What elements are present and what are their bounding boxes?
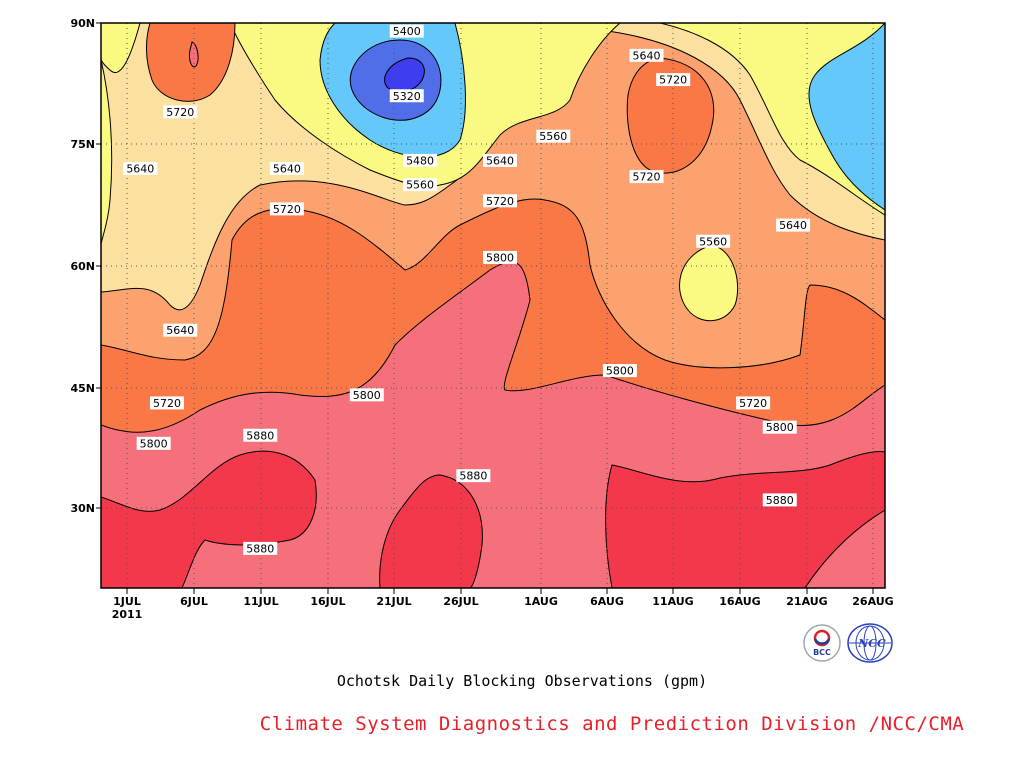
- x-tick-label: 6AUG: [590, 595, 624, 608]
- contour-label-bg: [389, 89, 424, 103]
- contour-label-bg: [149, 396, 184, 410]
- contour-label-bg: [243, 541, 278, 555]
- contour-label-bg: [123, 162, 158, 175]
- band-5480-5560: [101, 59, 113, 246]
- bcc-logo-text: BCC: [813, 648, 831, 657]
- contour-label-bg: [483, 194, 517, 208]
- x-tick-label: 16AUG: [719, 595, 760, 608]
- contour-label-bg: [483, 153, 517, 167]
- x-tick-label: 26AUG: [852, 595, 893, 608]
- x-tick-label: 11AUG: [652, 595, 693, 608]
- contour-label: 5800: [486, 251, 514, 264]
- x-tick-label: 6JUL: [180, 595, 208, 608]
- contour-label-bg: [269, 202, 304, 216]
- contour-label-bg: [762, 420, 797, 434]
- contour-label: 5880: [246, 542, 274, 555]
- band-gt5880-e: [605, 451, 885, 588]
- contour-label-bg: [403, 153, 438, 167]
- x-tick-label: 26JUL: [443, 595, 478, 608]
- contour-label: 5480: [406, 154, 434, 167]
- contour-label: 5720: [273, 203, 301, 216]
- contour-label-bg: [349, 388, 384, 402]
- contour-label: 5880: [766, 494, 794, 507]
- x-tick-label: 11JUL: [243, 595, 278, 608]
- ncc-logo-icon: NCC: [847, 623, 893, 663]
- contour-label-bg: [536, 129, 571, 143]
- contour-label-bg: [456, 469, 491, 483]
- credit-line: Climate System Diagnostics and Predictio…: [259, 713, 965, 735]
- band-gt5720-core: [189, 41, 199, 68]
- contour-label-bg: [269, 162, 304, 175]
- contour-chart: 90N 75N 60N 45N 30N 1JUL 2011 6JUL 11JUL…: [70, 17, 894, 621]
- contour-label-bg: [163, 105, 198, 119]
- y-tick-label: 60N: [70, 260, 95, 273]
- x-tick-label: 1AUG: [524, 595, 558, 608]
- y-tick-label: 45N: [70, 382, 95, 395]
- contour-label: 5880: [459, 470, 487, 483]
- chart-title: Ochotsk Daily Blocking Observations (gpm…: [336, 672, 708, 690]
- contour-label-bg: [403, 178, 438, 192]
- contour-fill: [101, 23, 885, 588]
- contour-label-bg: [696, 234, 731, 248]
- ncc-logo-text: NCC: [857, 637, 886, 650]
- x-axis: 1JUL 2011 6JUL 11JUL 16JUL 21JUL 26JUL 1…: [112, 588, 894, 621]
- contour-label-bg: [629, 48, 664, 62]
- x-tick-label: 21AUG: [786, 595, 827, 608]
- x-tick-year: 2011: [112, 608, 143, 621]
- plot-frame: [100, 22, 886, 589]
- contour-label: 5640: [486, 154, 514, 167]
- contour-label: 5800: [606, 365, 634, 378]
- band-gt5880-c: [379, 474, 483, 588]
- band-5400-5480-ne: [808, 23, 885, 211]
- contour-label: 5640: [166, 324, 194, 337]
- y-tick-label: 90N: [70, 17, 95, 30]
- contour-label: 5720: [739, 397, 767, 410]
- contour-label-bg: [483, 250, 517, 264]
- contour-label: 5320: [393, 90, 421, 103]
- contour-label: 5800: [353, 389, 381, 402]
- y-axis: 90N 75N 60N 45N 30N: [70, 17, 101, 515]
- contour-label: 5560: [406, 179, 434, 192]
- y-tick-label: 75N: [70, 138, 95, 151]
- contour-label-bg: [656, 73, 691, 87]
- contour-label: 5640: [633, 49, 661, 62]
- contour-label: 5400: [393, 25, 421, 38]
- contour-label-bg: [389, 24, 424, 38]
- contour-label-bg: [163, 323, 198, 337]
- contour-label: 5720: [166, 106, 194, 119]
- contour-label-bg: [243, 428, 278, 442]
- y-tick-label: 30N: [70, 502, 95, 515]
- contour-label: 5640: [273, 163, 301, 176]
- band-5480-5560-island: [679, 244, 739, 322]
- contour-label: 5560: [699, 235, 727, 248]
- contour-label-bg: [602, 364, 637, 378]
- contour-labels: 5400 5320 5480 5560 5640 5560 5720 5800 5640 5720…: [123, 24, 811, 555]
- contour-label-bg: [762, 493, 797, 507]
- x-tick-label: 21JUL: [376, 595, 411, 608]
- contour-label: 5640: [779, 219, 807, 232]
- contour-label: 5640: [126, 163, 154, 176]
- contour-label: 5720: [659, 74, 687, 87]
- bcc-logo-icon: BCC: [803, 624, 841, 662]
- x-tick-label: 1JUL: [113, 595, 141, 608]
- contour-label: 5800: [766, 421, 794, 434]
- grid-lines: [101, 23, 885, 588]
- contour-label-bg: [776, 218, 811, 232]
- contour-label-bg: [629, 170, 664, 184]
- contour-label: 5720: [153, 397, 181, 410]
- contour-label: 5800: [140, 437, 168, 450]
- x-tick-label: 16JUL: [310, 595, 345, 608]
- band-gt5880-w: [101, 450, 317, 588]
- contour-label: 5560: [539, 130, 567, 143]
- contour-label: 5720: [486, 195, 514, 208]
- contour-label-bg: [736, 396, 771, 410]
- contour-label-bg: [136, 436, 171, 450]
- contour-label: 5720: [633, 171, 661, 184]
- contour-label: 5880: [246, 429, 274, 442]
